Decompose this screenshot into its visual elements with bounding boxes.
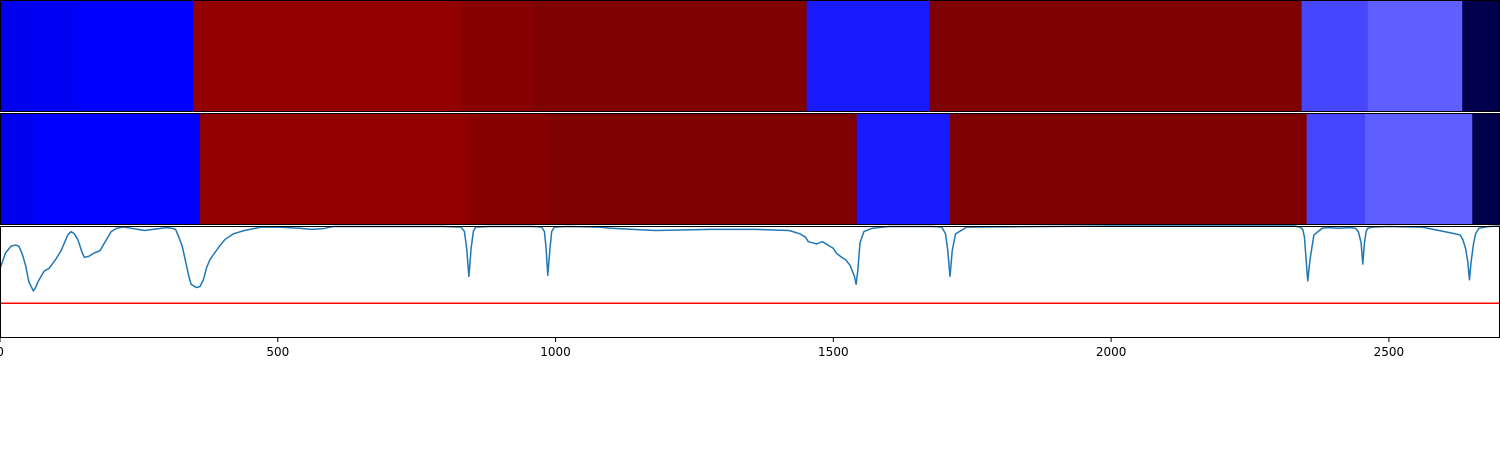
heatmap-cell — [1306, 113, 1366, 225]
line-panel — [0, 225, 1500, 338]
heatmap-cell — [1301, 0, 1369, 112]
heatmap-track-1 — [0, 0, 1500, 112]
heatmap-cell — [1462, 0, 1500, 112]
heatmap-cell — [1365, 113, 1473, 225]
heatmap-cell — [461, 0, 534, 112]
heatmap-cell — [950, 113, 1308, 225]
heatmap-cell — [33, 0, 79, 112]
heatmap-cell — [77, 0, 194, 112]
heatmap-cell — [533, 0, 808, 112]
x-tick-label: 0 — [0, 345, 4, 359]
heatmap-cell — [193, 0, 462, 112]
heatmap-cell — [1472, 113, 1500, 225]
heatmap-cell — [33, 113, 201, 225]
heatmap-cell — [547, 113, 858, 225]
heatmap-track-2 — [0, 113, 1500, 225]
x-axis: 0 500 1000 1500 2000 2500 — [0, 338, 1404, 359]
heatmap-cell — [200, 113, 469, 225]
heatmap-cell — [467, 113, 548, 225]
series-line — [0, 225, 1500, 292]
heatmap-cell — [0, 0, 34, 112]
heatmap-cell — [1367, 0, 1463, 112]
x-tick-label: 2000 — [1096, 345, 1127, 359]
heatmap-cell — [929, 0, 1303, 112]
heatmap-cell — [856, 113, 951, 225]
x-tick-label: 1000 — [540, 345, 571, 359]
x-tick-label: 500 — [266, 345, 289, 359]
heatmap-cell — [0, 113, 34, 225]
x-tick-label: 2500 — [1374, 345, 1405, 359]
x-tick-label: 1500 — [818, 345, 849, 359]
heatmap-cell — [806, 0, 931, 112]
